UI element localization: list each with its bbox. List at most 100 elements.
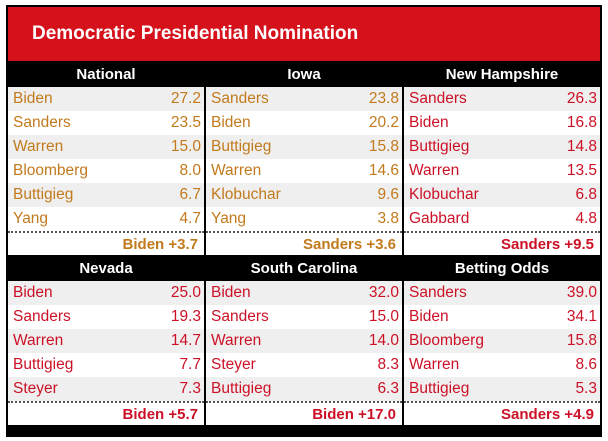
candidate-row: Sanders 26.3: [404, 87, 600, 111]
candidate-name: Klobuchar: [211, 186, 281, 203]
candidate-value: 23.5: [170, 114, 201, 131]
candidate-row: Yang 3.8: [206, 207, 402, 231]
poll-panel: South Carolina Biden 32.0 Sanders 15.0 Warren…: [206, 257, 402, 425]
candidate-row: Steyer 8.3: [206, 353, 402, 377]
candidate-name: Biden: [409, 114, 449, 131]
poll-panel: Betting Odds Sanders 39.0 Biden 34.1 Bloomber…: [404, 257, 600, 425]
poll-panel: Iowa Sanders 23.8 Biden 20.2 Buttigieg 15.8 War…: [206, 63, 402, 255]
poll-panel: National Biden 27.2 Sanders 23.5 Warren 15.0 Bl…: [8, 63, 204, 255]
candidate-value: 23.8: [368, 90, 399, 107]
candidate-row: Bloomberg 8.0: [8, 159, 204, 183]
candidate-value: 4.7: [179, 210, 201, 227]
candidate-name: Buttigieg: [409, 138, 470, 155]
panel-title: Betting Odds: [404, 257, 600, 281]
candidate-name: Warren: [13, 332, 64, 349]
candidate-row: Warren 14.6: [206, 159, 402, 183]
candidate-row: Warren 14.0: [206, 329, 402, 353]
poll-panel: New Hampshire Sanders 26.3 Biden 16.8 Buttigi…: [404, 63, 600, 255]
candidate-name: Biden: [211, 284, 251, 301]
candidate-name: Warren: [211, 332, 262, 349]
candidate-name: Klobuchar: [409, 186, 479, 203]
candidate-row: Biden 20.2: [206, 111, 402, 135]
widget: Democratic Presidential Nomination Natio…: [6, 5, 602, 437]
candidate-value: 15.0: [368, 308, 399, 325]
candidate-row: Warren 14.7: [8, 329, 204, 353]
candidate-value: 7.7: [179, 356, 201, 373]
candidate-row: Yang 4.7: [8, 207, 204, 231]
candidate-name: Bloomberg: [409, 332, 484, 349]
candidate-value: 14.8: [566, 138, 597, 155]
candidate-name: Biden: [13, 90, 53, 107]
section: National Biden 27.2 Sanders 23.5 Warren 15.0 Bl…: [8, 63, 600, 255]
candidate-row: Steyer 7.3: [8, 377, 204, 401]
candidate-row: Biden 16.8: [404, 111, 600, 135]
candidate-value: 27.2: [170, 90, 201, 107]
candidate-value: 20.2: [368, 114, 399, 131]
candidate-row: Buttigieg 6.3: [206, 377, 402, 401]
candidate-value: 25.0: [170, 284, 201, 301]
candidate-name: Buttigieg: [211, 380, 272, 397]
candidate-name: Sanders: [211, 308, 269, 325]
leader-margin: Sanders +4.9: [404, 401, 600, 425]
candidate-row: Sanders 15.0: [206, 305, 402, 329]
leader-margin: Sanders +3.6: [206, 231, 402, 255]
candidate-row: Buttigieg 6.7: [8, 183, 204, 207]
candidate-row: Sanders 19.3: [8, 305, 204, 329]
candidate-name: Buttigieg: [409, 380, 470, 397]
candidate-row: Buttigieg 14.8: [404, 135, 600, 159]
candidate-name: Warren: [409, 162, 460, 179]
candidate-value: 9.6: [377, 186, 399, 203]
candidate-row: Bloomberg 15.8: [404, 329, 600, 353]
candidate-name: Sanders: [13, 114, 71, 131]
candidate-value: 8.0: [179, 162, 201, 179]
candidate-value: 8.6: [575, 356, 597, 373]
candidate-name: Warren: [13, 138, 64, 155]
panel-title: New Hampshire: [404, 63, 600, 87]
candidate-value: 15.8: [566, 332, 597, 349]
candidate-name: Bloomberg: [13, 162, 88, 179]
candidate-row: Buttigieg 7.7: [8, 353, 204, 377]
candidate-row: Warren 13.5: [404, 159, 600, 183]
candidate-row: Buttigieg 5.3: [404, 377, 600, 401]
candidate-value: 19.3: [170, 308, 201, 325]
candidate-name: Steyer: [211, 356, 256, 373]
candidate-value: 15.8: [368, 138, 399, 155]
candidate-value: 26.3: [566, 90, 597, 107]
candidate-row: Warren 8.6: [404, 353, 600, 377]
panel-rows: Sanders 39.0 Biden 34.1 Bloomberg 15.8 Warren 8…: [404, 281, 600, 401]
candidate-value: 16.8: [566, 114, 597, 131]
candidate-name: Biden: [409, 308, 449, 325]
candidate-row: Biden 25.0: [8, 281, 204, 305]
candidate-name: Gabbard: [409, 210, 470, 227]
candidate-value: 5.3: [575, 380, 597, 397]
candidate-value: 7.3: [179, 380, 201, 397]
poll-panel: Nevada Biden 25.0 Sanders 19.3 Warren 14.7 Butt…: [8, 257, 204, 425]
candidate-value: 14.6: [368, 162, 399, 179]
candidate-name: Buttigieg: [13, 356, 74, 373]
candidate-value: 15.0: [170, 138, 201, 155]
panel-title: National: [8, 63, 204, 87]
candidate-name: Yang: [13, 210, 49, 227]
candidate-row: Biden 27.2: [8, 87, 204, 111]
candidate-value: 34.1: [566, 308, 597, 325]
candidate-name: Sanders: [409, 284, 467, 301]
leader-margin: Biden +3.7: [8, 231, 204, 255]
section: Nevada Biden 25.0 Sanders 19.3 Warren 14.7 Butt…: [8, 257, 600, 425]
candidate-value: 32.0: [368, 284, 399, 301]
candidate-name: Sanders: [13, 308, 71, 325]
panel-rows: Biden 27.2 Sanders 23.5 Warren 15.0 Bloomberg 8…: [8, 87, 204, 231]
candidate-name: Buttigieg: [13, 186, 74, 203]
candidate-row: Klobuchar 6.8: [404, 183, 600, 207]
candidate-name: Biden: [13, 284, 53, 301]
candidate-value: 8.3: [377, 356, 399, 373]
candidate-row: Sanders 23.5: [8, 111, 204, 135]
candidate-name: Yang: [211, 210, 247, 227]
candidate-value: 6.8: [575, 186, 597, 203]
candidate-name: Warren: [409, 356, 460, 373]
candidate-name: Sanders: [409, 90, 467, 107]
leader-margin: Biden +5.7: [8, 401, 204, 425]
candidate-value: 6.7: [179, 186, 201, 203]
panel-rows: Biden 32.0 Sanders 15.0 Warren 14.0 Steyer 8.3 B…: [206, 281, 402, 401]
candidate-row: Gabbard 4.8: [404, 207, 600, 231]
panel-title: Nevada: [8, 257, 204, 281]
